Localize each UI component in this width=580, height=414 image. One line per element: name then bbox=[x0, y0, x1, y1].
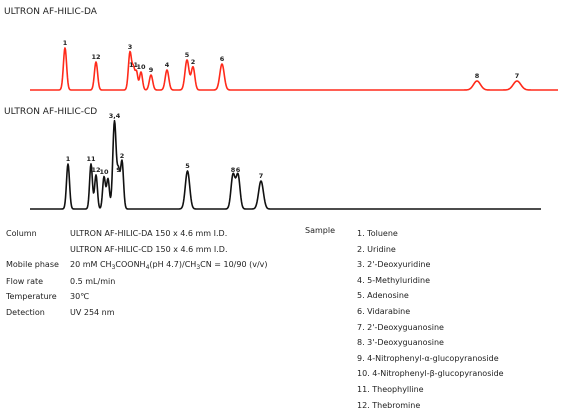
mobile-phase-text: CN = 10/90 (v/v) bbox=[200, 260, 268, 270]
peak-label: 12 bbox=[91, 166, 100, 174]
peak-label: 12 bbox=[91, 53, 100, 61]
sample-item: 4. 5-Methyluridine bbox=[357, 275, 431, 285]
peak-label: 8 bbox=[475, 72, 480, 80]
condition-value: 30℃ bbox=[70, 292, 90, 302]
peak-label: 3 bbox=[128, 43, 133, 51]
sample-item: 9. 4-Nitrophenyl-α-glucopyranoside bbox=[357, 353, 499, 363]
condition-row: Flow rate 0.5 mL/min bbox=[6, 274, 268, 290]
condition-value: UV 254 nm bbox=[70, 307, 115, 317]
condition-label: Flow rate bbox=[6, 276, 44, 286]
sample-item: 8. 3'-Deoxyguanosine bbox=[357, 338, 444, 348]
sample-item: 3. 2'-Deoxyuridine bbox=[357, 260, 431, 270]
peak-label: 8 bbox=[231, 166, 236, 174]
chromatogram-trace bbox=[29, 47, 559, 91]
subscript: 3 bbox=[111, 264, 116, 272]
mobile-phase-text: COONH bbox=[115, 260, 146, 270]
chromatogram-title-da: ULTRON AF-HILIC-DA bbox=[4, 7, 98, 17]
peak-label: 3,4 bbox=[109, 112, 121, 120]
sample-item: 1. Toluene bbox=[357, 229, 398, 238]
sample-item: 6. Vidarabine bbox=[357, 306, 411, 316]
peak-label: 10 bbox=[136, 63, 146, 71]
condition-label: Temperature bbox=[6, 292, 57, 302]
sample-item: 7. 2'-Deoxyguanosine bbox=[357, 322, 444, 332]
condition-row: Temperature 30℃ bbox=[6, 289, 268, 305]
peak-label: 10 bbox=[99, 168, 109, 176]
condition-row: Column ULTRON AF-HILIC-DA 150 x 4.6 mm I… bbox=[6, 226, 268, 242]
peak-label: 11 bbox=[129, 61, 139, 69]
peak-label: 2 bbox=[191, 58, 196, 66]
condition-row: Detection UV 254 nm bbox=[6, 305, 268, 321]
peak-label: 1 bbox=[63, 39, 68, 47]
peak-label: 5 bbox=[185, 162, 190, 170]
condition-label: Detection bbox=[6, 307, 45, 317]
condition-value: 0.5 mL/min bbox=[70, 276, 116, 286]
peak-label: 6 bbox=[220, 55, 225, 63]
sample-item: 11. Theophylline bbox=[357, 384, 424, 394]
subscript: 3 bbox=[196, 264, 201, 272]
sample-list: 1. Toluene 2. Uridine 3. 2'-Deoxyuridine… bbox=[357, 226, 504, 413]
chromatogram-trace bbox=[29, 119, 542, 210]
condition-label: Column bbox=[6, 229, 37, 238]
peak-label: 7 bbox=[259, 172, 264, 180]
sample-title: Sample bbox=[305, 226, 335, 235]
peak-label: 6 bbox=[236, 166, 241, 174]
mobile-phase-text: (pH 4.7)/CH bbox=[149, 260, 197, 270]
condition-row: ULTRON AF-HILIC-CD 150 x 4.6 mm I.D. bbox=[6, 242, 268, 258]
condition-label: Mobile phase bbox=[6, 260, 59, 270]
peak-label: 2 bbox=[120, 152, 125, 160]
peak-label: 5 bbox=[185, 51, 190, 59]
sample-item: 10. 4-Nitrophenyl-β-glucopyranoside bbox=[357, 369, 504, 379]
condition-row: Mobile phase 20 mM CH3COONH4(pH 4.7)/CH3… bbox=[6, 257, 268, 274]
sample-item: 12. Thebromine bbox=[357, 400, 421, 410]
peak-label: 11 bbox=[86, 155, 96, 163]
peak-label: 7 bbox=[515, 72, 520, 80]
peak-label: 4 bbox=[165, 61, 170, 69]
peak-label: 1 bbox=[66, 155, 71, 163]
mobile-phase-text: 20 mM CH bbox=[70, 260, 112, 270]
sample-item: 2. Uridine bbox=[357, 244, 396, 254]
peak-label: 9 bbox=[149, 66, 154, 74]
conditions-table: Column ULTRON AF-HILIC-DA 150 x 4.6 mm I… bbox=[6, 226, 268, 321]
condition-value: 20 mM CH3COONH4(pH 4.7)/CH3CN = 10/90 (v… bbox=[70, 257, 268, 274]
subscript: 4 bbox=[145, 264, 150, 272]
chromatogram-title-cd: ULTRON AF-HILIC-CD bbox=[4, 107, 97, 117]
sample-item: 5. Adenosine bbox=[357, 291, 409, 301]
condition-value: ULTRON AF-HILIC-DA 150 x 4.6 mm I.D. bbox=[70, 229, 228, 238]
condition-label bbox=[6, 242, 70, 258]
peak-label: 9 bbox=[116, 166, 121, 174]
condition-value: ULTRON AF-HILIC-CD 150 x 4.6 mm I.D. bbox=[70, 244, 228, 254]
